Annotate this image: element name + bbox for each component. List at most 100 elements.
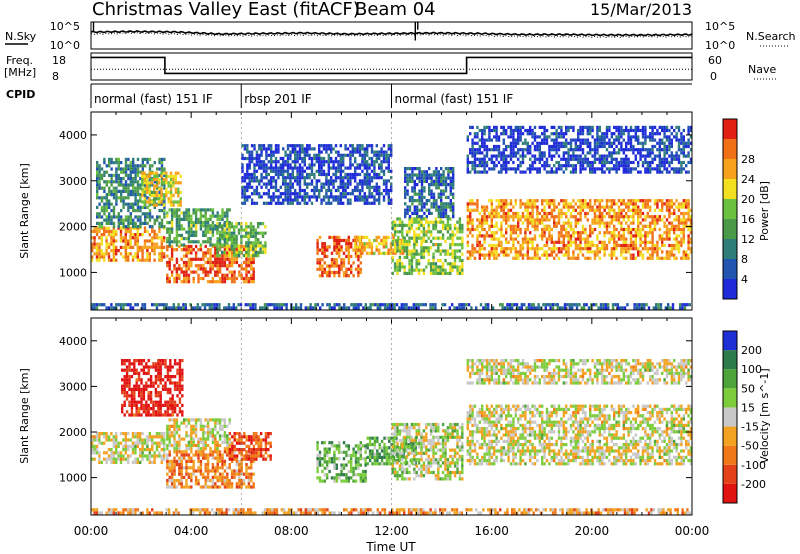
data-cell (129, 202, 132, 206)
data-cell (658, 208, 661, 212)
data-cell (485, 234, 489, 238)
data-cell (226, 217, 229, 221)
data-cell (163, 225, 166, 229)
data-cell (591, 240, 594, 244)
data-cell (339, 185, 342, 189)
data-cell (373, 251, 376, 255)
data-cell (569, 243, 573, 248)
data-cell (178, 276, 181, 281)
data-cell (656, 202, 659, 206)
data-cell (349, 192, 352, 196)
data-cell (562, 243, 565, 248)
data-cell (250, 144, 254, 148)
data-cell (105, 239, 108, 243)
data-cell (413, 189, 416, 193)
data-cell (368, 251, 371, 255)
data-cell (342, 261, 346, 265)
data-cell (233, 241, 236, 245)
data-cell (107, 255, 111, 259)
data-cell (226, 273, 229, 277)
data-cell (272, 185, 275, 189)
data-cell (143, 197, 146, 201)
data-cell (444, 176, 448, 180)
data-cell (410, 236, 414, 240)
data-cell (179, 190, 182, 194)
data-cell (627, 135, 630, 139)
data-cell (157, 178, 161, 182)
data-cell (349, 150, 352, 154)
data-cell (442, 183, 445, 187)
data-cell (617, 231, 621, 235)
data-cell (112, 249, 115, 253)
data-cell (646, 234, 649, 238)
data-cell (286, 192, 290, 196)
data-cell (617, 211, 621, 216)
data-cell (98, 186, 101, 190)
data-cell (206, 273, 210, 277)
data-cell (689, 215, 693, 219)
data-cell (495, 243, 498, 248)
data-cell (136, 215, 140, 219)
data-cell (682, 224, 685, 228)
data-cell (458, 265, 462, 269)
data-cell (141, 187, 144, 191)
data-cell (519, 154, 522, 158)
data-cell (543, 243, 546, 248)
data-cell (298, 185, 302, 189)
data-cell (500, 227, 503, 232)
data-cell (296, 192, 299, 196)
data-cell (483, 138, 486, 142)
data-cell (365, 251, 369, 255)
data-cell (577, 128, 580, 133)
data-cell (641, 256, 645, 260)
data-cell (103, 212, 106, 216)
data-cell (428, 189, 431, 193)
data-cell (122, 202, 125, 206)
data-cell (423, 205, 426, 209)
data-cell (247, 231, 250, 235)
data-cell (380, 147, 383, 151)
data-cell (105, 193, 108, 197)
data-cell (153, 194, 156, 198)
data-cell (136, 239, 139, 243)
data-cell (622, 199, 625, 203)
data-cell (497, 237, 501, 241)
data-cell (444, 223, 447, 227)
data-cell (190, 214, 193, 218)
data-cell (641, 205, 645, 209)
data-cell (327, 198, 330, 202)
data-cell (95, 249, 99, 253)
data-cell (603, 135, 606, 139)
data-cell (586, 237, 589, 241)
data-cell (265, 176, 268, 180)
data-cell (545, 237, 549, 241)
data-cell (143, 245, 147, 249)
data-cell (562, 234, 565, 238)
data-cell (350, 267, 353, 271)
data-cell (670, 154, 673, 158)
data-cell (408, 205, 412, 209)
data-cell (519, 205, 522, 209)
data-cell (148, 212, 152, 216)
data-cell (373, 163, 376, 167)
data-cell (507, 253, 510, 257)
data-cell (615, 170, 618, 174)
data-cell (117, 161, 120, 165)
data-cell (502, 253, 505, 257)
data-cell (478, 253, 481, 257)
data-cell (185, 217, 188, 221)
data-cell (629, 128, 633, 133)
data-cell (194, 257, 198, 261)
data-cell (170, 251, 174, 255)
data-cell (471, 202, 474, 206)
data-cell (173, 208, 176, 212)
data-cell (356, 182, 359, 186)
data-cell (145, 200, 149, 204)
data-cell (425, 215, 428, 219)
data-cell (608, 128, 611, 133)
data-cell (682, 211, 685, 216)
data-cell (644, 205, 647, 209)
data-cell (132, 209, 135, 213)
data-cell (321, 267, 324, 271)
data-cell (641, 154, 645, 158)
